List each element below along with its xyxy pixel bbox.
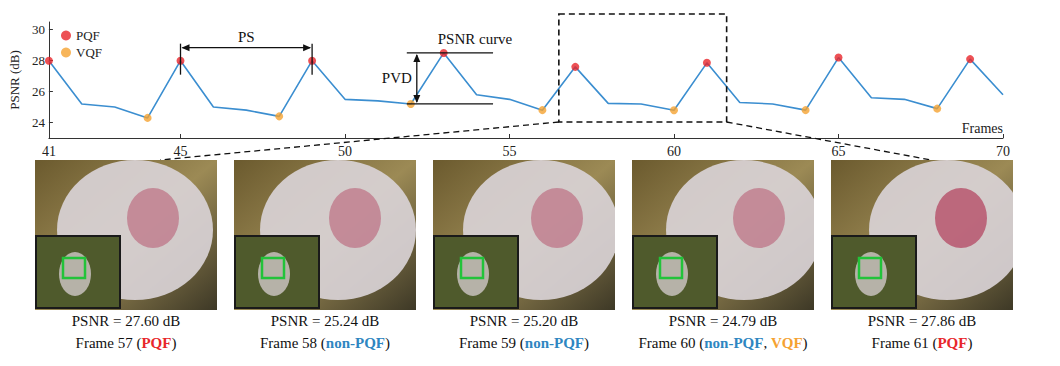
html-text:Frame 57 (PQF): Frame 57 (PQF) [75,335,177,351]
svg-text:70: 70 [996,144,1010,159]
html-text:PSNR = 25.20 dB: PSNR = 25.20 dB [469,313,579,329]
svg-text:PS: PS [238,29,255,45]
svg-text:28: 28 [32,53,45,68]
svg-text:PSNR curve: PSNR curve [438,31,513,47]
svg-text:PQF: PQF [76,28,100,43]
html-text:PSNR = 24.79 dB: PSNR = 24.79 dB [668,313,778,329]
svg-text:VQF: VQF [76,45,102,60]
svg-text:PSNR (dB): PSNR (dB) [7,50,22,110]
html-text:Frame 58 (non-PQF): Frame 58 (non-PQF) [260,335,390,351]
svg-text:65: 65 [832,144,846,159]
svg-text:PVD: PVD [382,70,412,86]
svg-text:24: 24 [32,115,46,130]
svg-text:60: 60 [667,144,681,159]
html-text:PSNR = 27.60 dB: PSNR = 27.60 dB [71,313,181,329]
svg-text:Frames: Frames [962,121,1003,136]
svg-text:41: 41 [42,144,56,159]
svg-text:26: 26 [32,84,46,99]
html-text:PSNR = 27.86 dB: PSNR = 27.86 dB [867,313,977,329]
svg-text:55: 55 [503,144,517,159]
html-text:PSNR = 25.24 dB: PSNR = 25.24 dB [270,313,380,329]
html-text:Frame 61 (PQF): Frame 61 (PQF) [871,335,973,351]
svg-text:50: 50 [338,144,352,159]
svg-text:45: 45 [174,144,188,159]
html-text:Frame 60 (non-PQF, VQF): Frame 60 (non-PQF, VQF) [638,335,808,351]
html-text:Frame 59 (non-PQF): Frame 59 (non-PQF) [459,335,589,351]
svg-text:30: 30 [32,22,45,37]
